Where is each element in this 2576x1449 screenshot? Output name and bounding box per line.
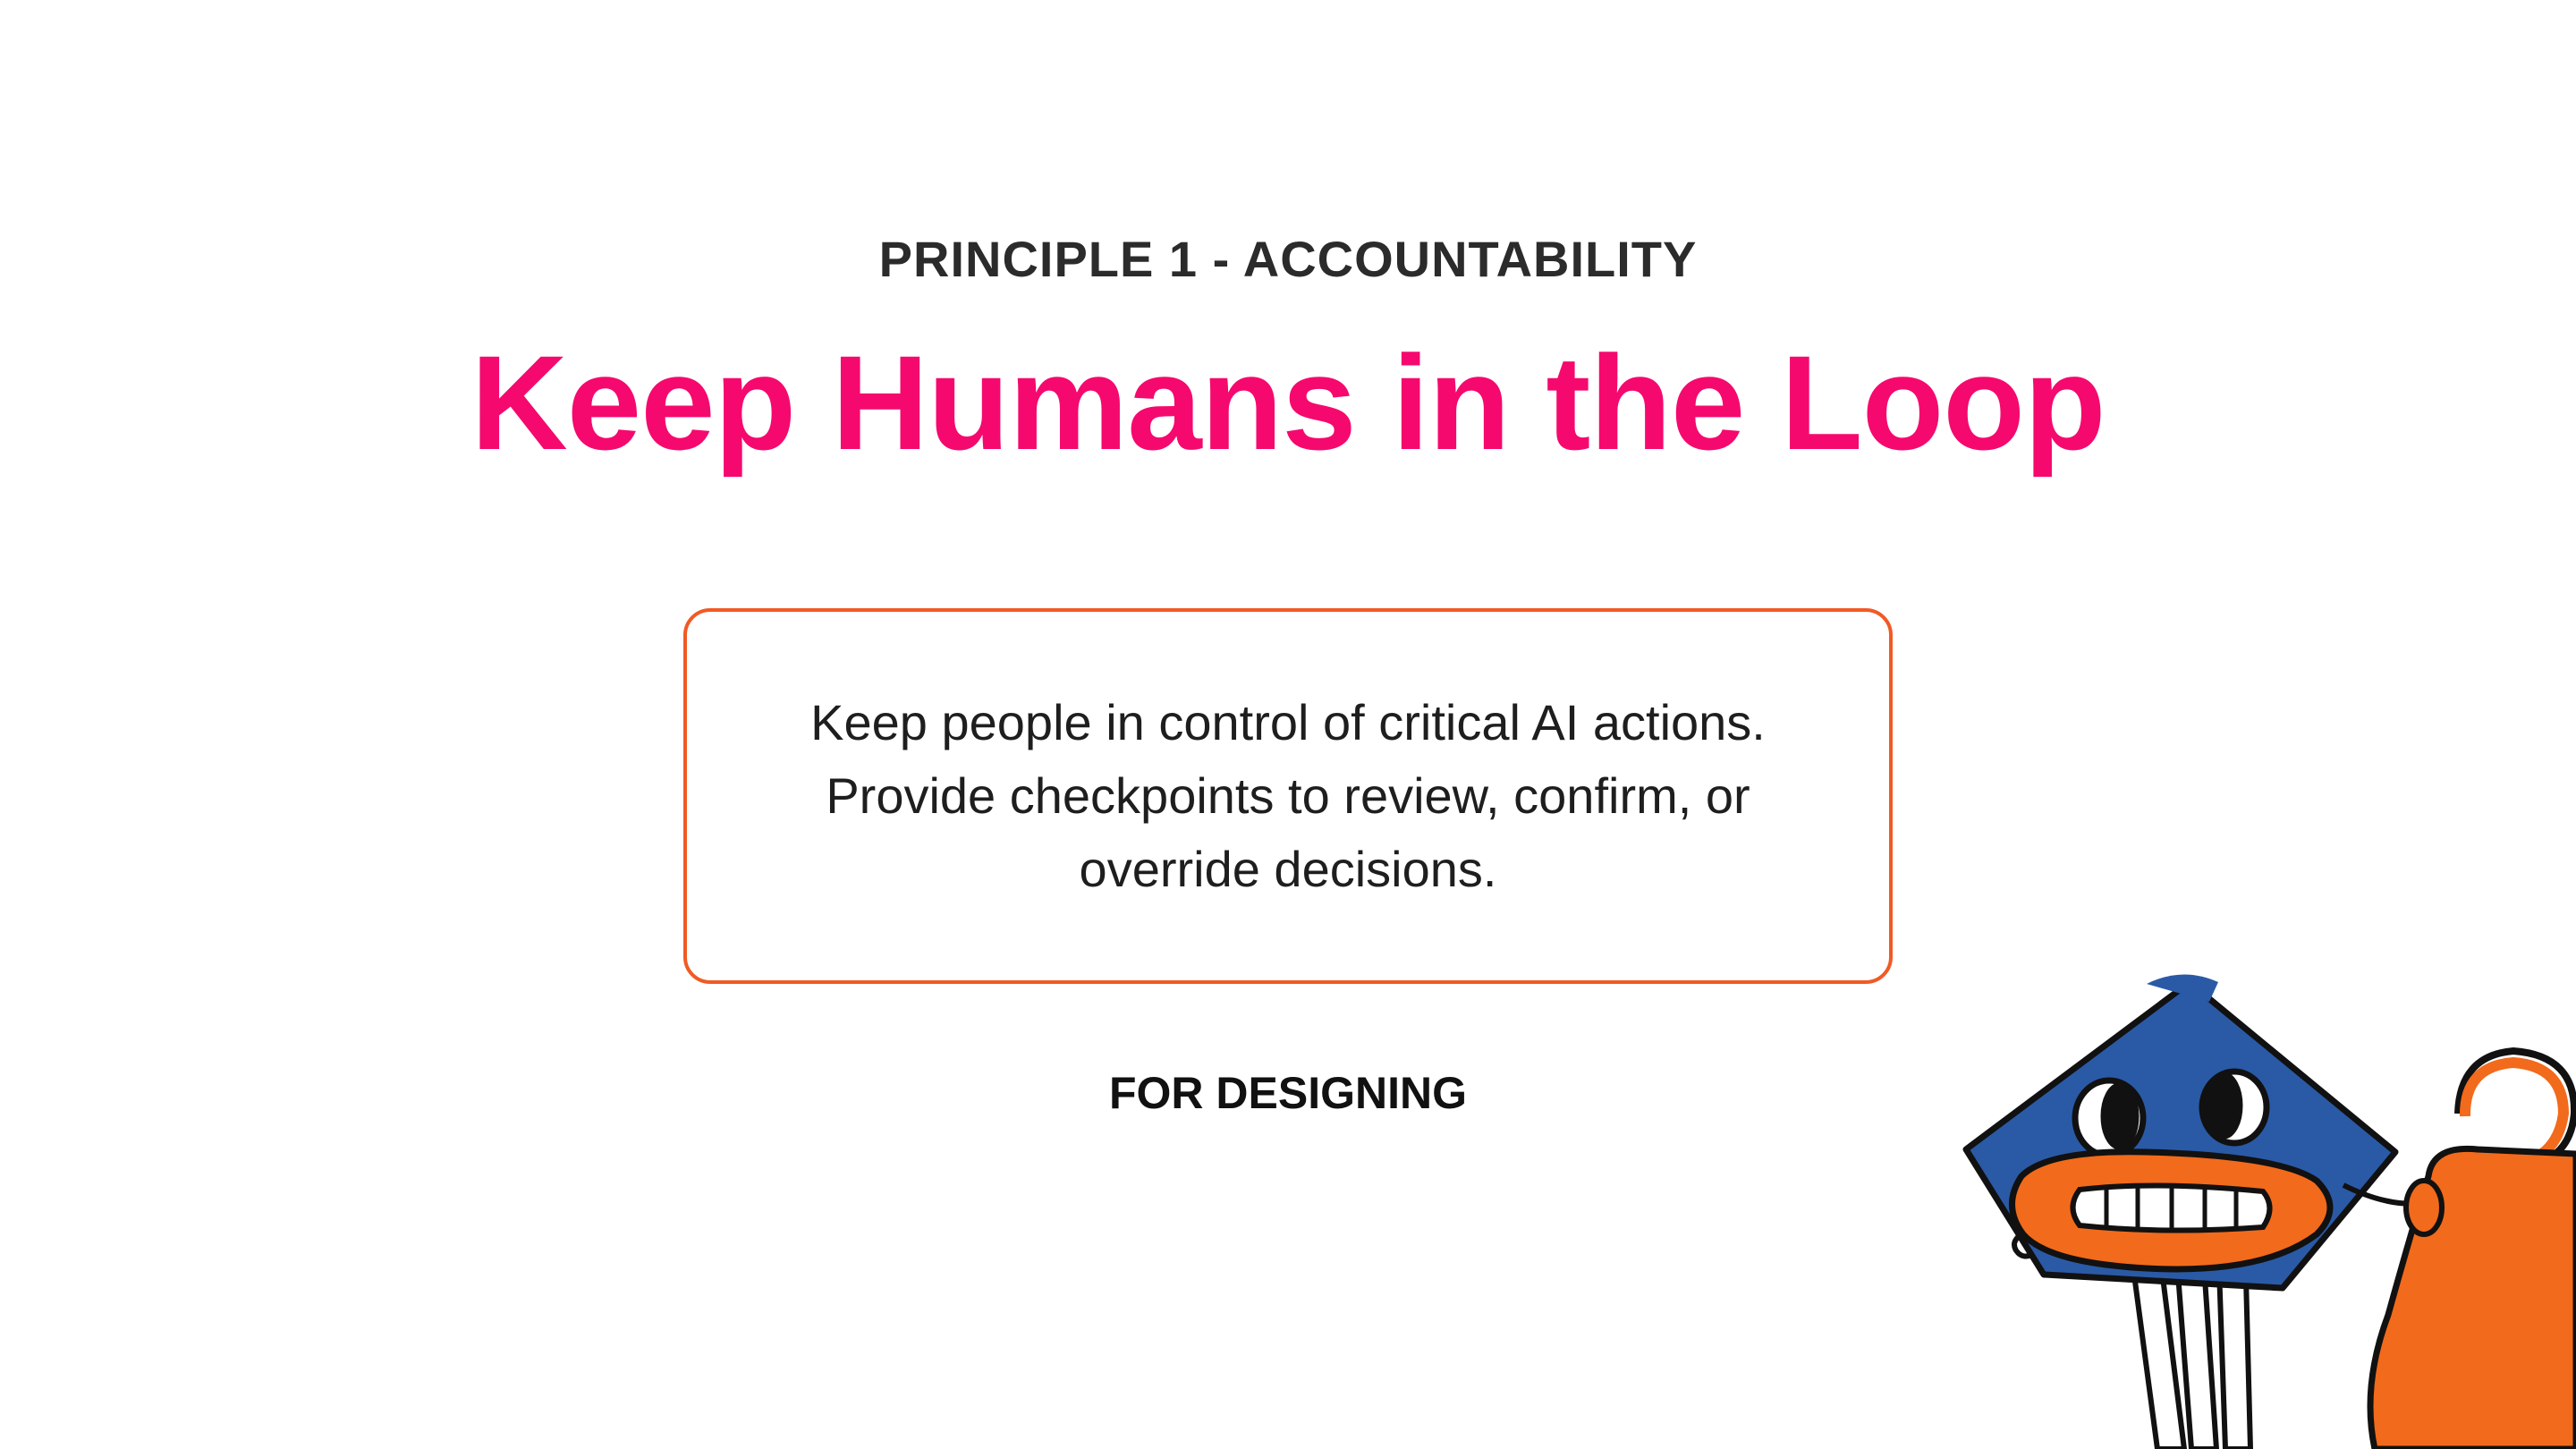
description-line: override decisions. — [1079, 841, 1497, 897]
mascot-eyes — [2072, 1068, 2270, 1159]
slide-title: Keep Humans in the Loop — [470, 327, 2106, 478]
watering-can-icon — [2367, 1046, 2576, 1449]
principle-card: Keep people in control of critical AI ac… — [683, 608, 1893, 984]
principle-description: Keep people in control of critical AI ac… — [751, 686, 1825, 906]
principle-eyebrow: PRINCIPLE 1 - ACCOUNTABILITY — [878, 231, 1698, 287]
mascot-mouth — [2009, 1148, 2334, 1273]
description-line: Provide checkpoints to review, confirm, … — [826, 767, 1750, 824]
footer-label: FOR DESIGNING — [1108, 1068, 1468, 1118]
mascot-with-watering-can-icon — [1962, 974, 2576, 1449]
description-line: Keep people in control of critical AI ac… — [810, 694, 1766, 750]
